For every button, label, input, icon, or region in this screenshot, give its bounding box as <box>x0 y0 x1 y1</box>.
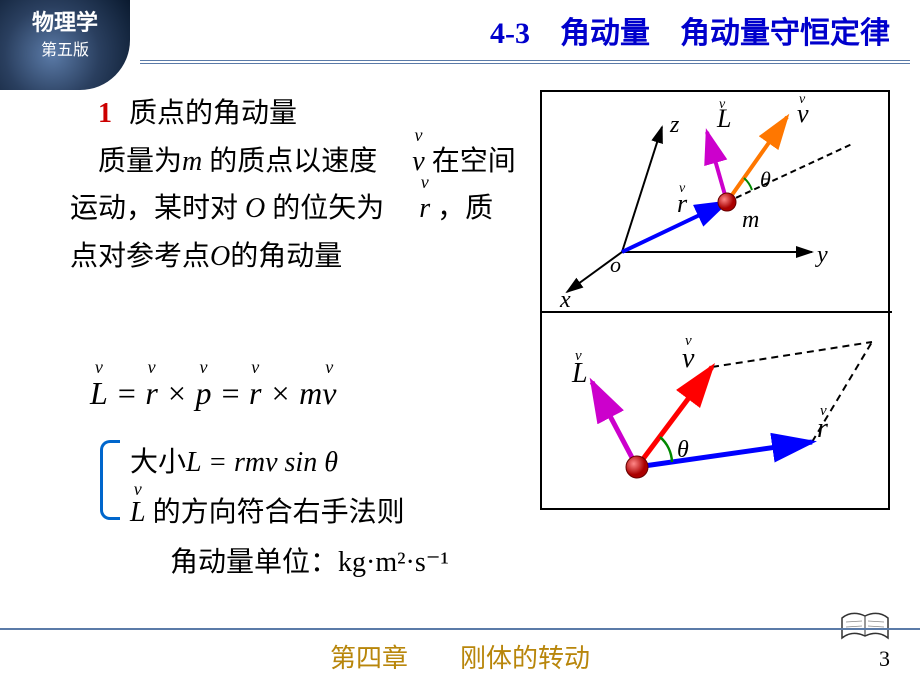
theta-arc-bot <box>660 437 672 462</box>
particle-bot <box>626 456 648 478</box>
svg-text:v: v <box>575 348 582 364</box>
origin-label: o <box>610 252 621 277</box>
svg-text:v: v <box>799 92 806 107</box>
main-content: 1 质点的角动量 质量为m 的质点以速度 v 在空间运动，某时对 O 的位矢为 … <box>70 90 520 280</box>
v-vector-top <box>727 117 787 202</box>
v-vector-bot <box>637 367 712 467</box>
formula-direction: L 的方向符合右手法则 <box>130 490 405 530</box>
z-axis <box>622 127 662 252</box>
section-title: 质点的角动量 <box>129 98 297 129</box>
r-vector-bot <box>637 442 812 467</box>
x-label: x <box>559 287 571 313</box>
svg-text:v: v <box>679 181 686 196</box>
footer-chapter: 第四章 刚体的转动 <box>0 628 920 675</box>
formula-main: L = r × p = r × mv <box>90 375 336 412</box>
r-vector-top <box>622 202 727 252</box>
dash-b1 <box>712 342 872 367</box>
formula-magnitude: 大小L = rmv sin θ <box>130 440 338 480</box>
page-title: 4-3 角动量 角动量守恒定律 <box>140 8 910 64</box>
svg-text:v: v <box>820 403 827 419</box>
logo-title: 物理学 <box>0 10 130 36</box>
svg-text:v: v <box>685 333 692 349</box>
section-heading: 1 质点的角动量 <box>70 90 520 138</box>
y-label: y <box>815 242 828 268</box>
brace-icon <box>100 440 120 520</box>
theta-arc-top <box>744 178 752 190</box>
diagram-panel: z y x o L v v v r v m θ L v v v r v θ <box>540 90 890 510</box>
diagram-svg: z y x o L v v v r v m θ L v v v r v θ <box>542 92 892 512</box>
particle-top <box>718 193 736 211</box>
L-vector-bot <box>592 382 637 467</box>
logo-edition: 第五版 <box>0 36 130 60</box>
svg-text:v: v <box>719 97 726 112</box>
theta-label-bot: θ <box>677 437 689 463</box>
theta-label-top: θ <box>760 167 771 192</box>
section-number: 1 <box>98 98 112 129</box>
body-paragraph: 质量为m 的质点以速度 v 在空间运动，某时对 O 的位矢为 r ，质点对参考点… <box>70 138 520 281</box>
m-label: m <box>742 207 759 233</box>
header-logo: 物理学 第五版 <box>0 0 130 90</box>
formula-unit: 角动量单位：kg·m²·s⁻¹ <box>170 540 449 580</box>
L-vector-top <box>707 132 727 202</box>
page-number: 3 <box>879 646 890 672</box>
z-label: z <box>669 112 680 138</box>
